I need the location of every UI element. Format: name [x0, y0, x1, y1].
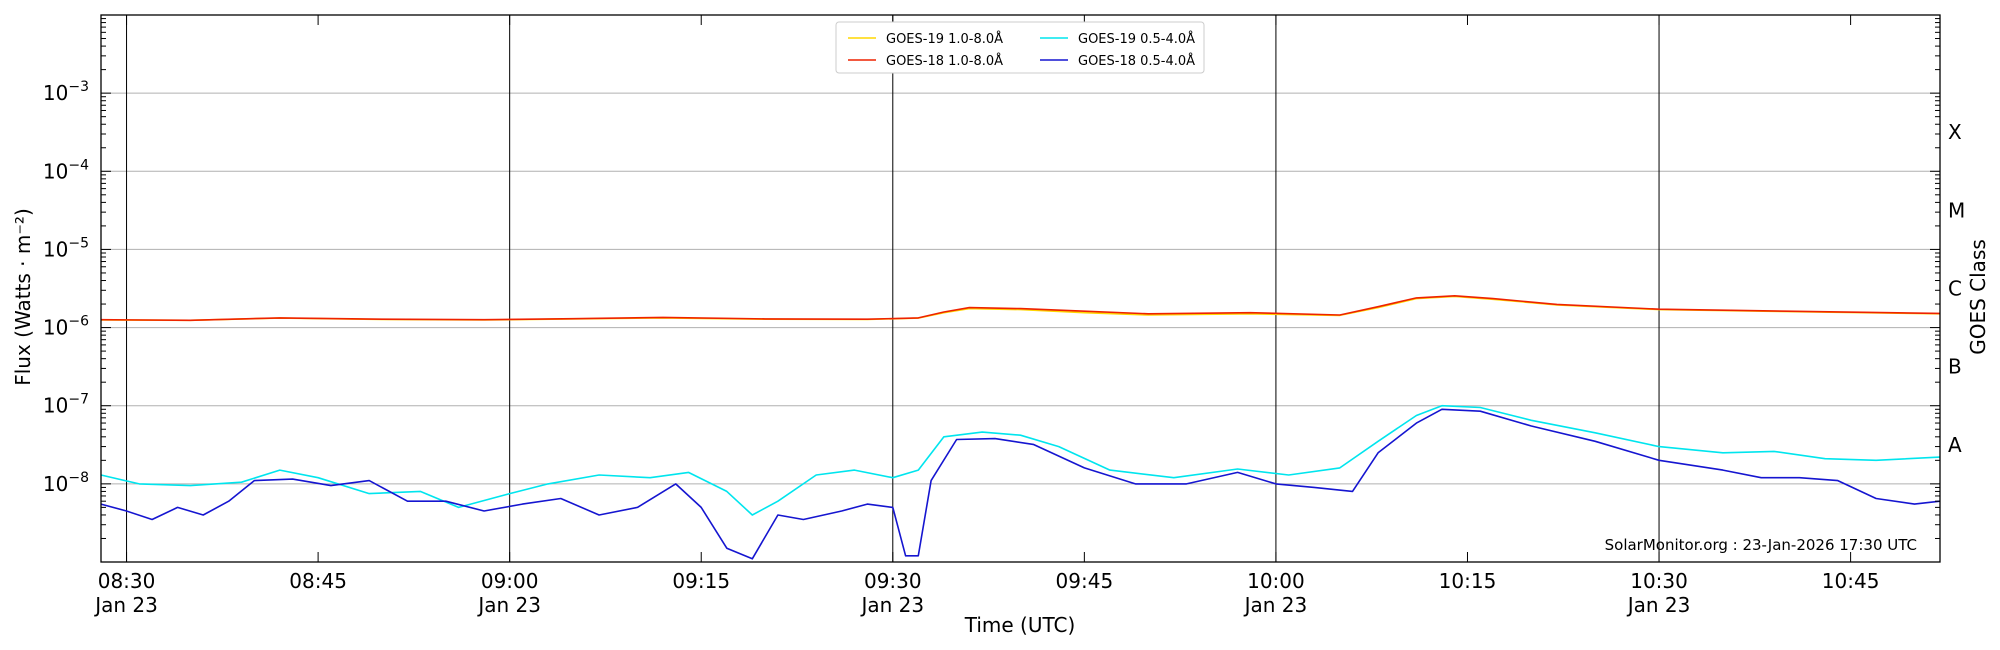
y-tick-label: 10−6 — [43, 314, 89, 340]
legend-label-2: GOES-19 0.5-4.0Å — [1078, 31, 1195, 47]
y-tick-labels: 10−3 10−4 10−5 10−6 10−7 10−8 — [43, 79, 89, 496]
x-tick-label: 08:30 — [98, 569, 156, 593]
x-tick-sublabel: Jan 23 — [1243, 593, 1308, 617]
x-tick-label: 10:30 — [1630, 569, 1688, 593]
legend-box — [835, 21, 1205, 74]
x-axis-title: Time (UTC) — [964, 613, 1076, 637]
x-tick-label: 10:15 — [1439, 569, 1497, 593]
x-tick-sublabel: Jan 23 — [93, 593, 158, 617]
series-line-3 — [100, 408, 1941, 560]
goes-class-label: A — [1948, 433, 1962, 457]
goes-class-label: C — [1948, 277, 1962, 301]
x-tick-label: 09:15 — [672, 569, 730, 593]
y-tick-label: 10−3 — [43, 79, 89, 105]
x-tick-label: 08:45 — [289, 569, 347, 593]
x-tick-label: 09:45 — [1056, 569, 1114, 593]
y-tick-label: 10−7 — [43, 392, 89, 418]
y-tick-label: 10−5 — [43, 235, 89, 261]
day-marker-lines — [126, 15, 1660, 562]
y-axis-title: Flux (Watts · m⁻²) — [11, 208, 35, 386]
x-tick-label: 09:00 — [481, 569, 539, 593]
legend-label-0: GOES-19 1.0-8.0Å — [886, 31, 1003, 47]
x-tick-sublabel: Jan 23 — [1626, 593, 1691, 617]
x-tick-sublabel: Jan 23 — [859, 593, 924, 617]
y2-axis-title: GOES Class — [1966, 239, 1990, 355]
y-tick-label: 10−8 — [43, 470, 89, 496]
plot-frame — [100, 14, 1941, 563]
credit-text: SolarMonitor.org : 23-Jan-2026 17:30 UTC — [1605, 536, 1917, 554]
flux-series — [100, 294, 1941, 560]
goes-class-label: B — [1948, 355, 1962, 379]
goes-class-labels: X M C B A — [1948, 120, 1965, 457]
legend: GOES-19 1.0-8.0Å GOES-18 1.0-8.0Å GOES-19 … — [835, 21, 1205, 74]
series-line-1 — [100, 294, 1941, 322]
y-tick-label: 10−4 — [43, 157, 89, 183]
x-tick-label: 10:00 — [1247, 569, 1305, 593]
x-tick-label: 09:30 — [864, 569, 922, 593]
goes-class-label: X — [1948, 120, 1962, 144]
horizontal-grid — [101, 92, 1940, 485]
x-tick-sublabel: Jan 23 — [476, 593, 541, 617]
legend-label-1: GOES-18 1.0-8.0Å — [886, 53, 1003, 69]
legend-label-3: GOES-18 0.5-4.0Å — [1078, 53, 1195, 69]
goes-class-label: M — [1948, 198, 1965, 222]
x-tick-label: 10:45 — [1822, 569, 1880, 593]
series-line-2 — [100, 404, 1941, 516]
axis-ticks — [101, 15, 1940, 563]
